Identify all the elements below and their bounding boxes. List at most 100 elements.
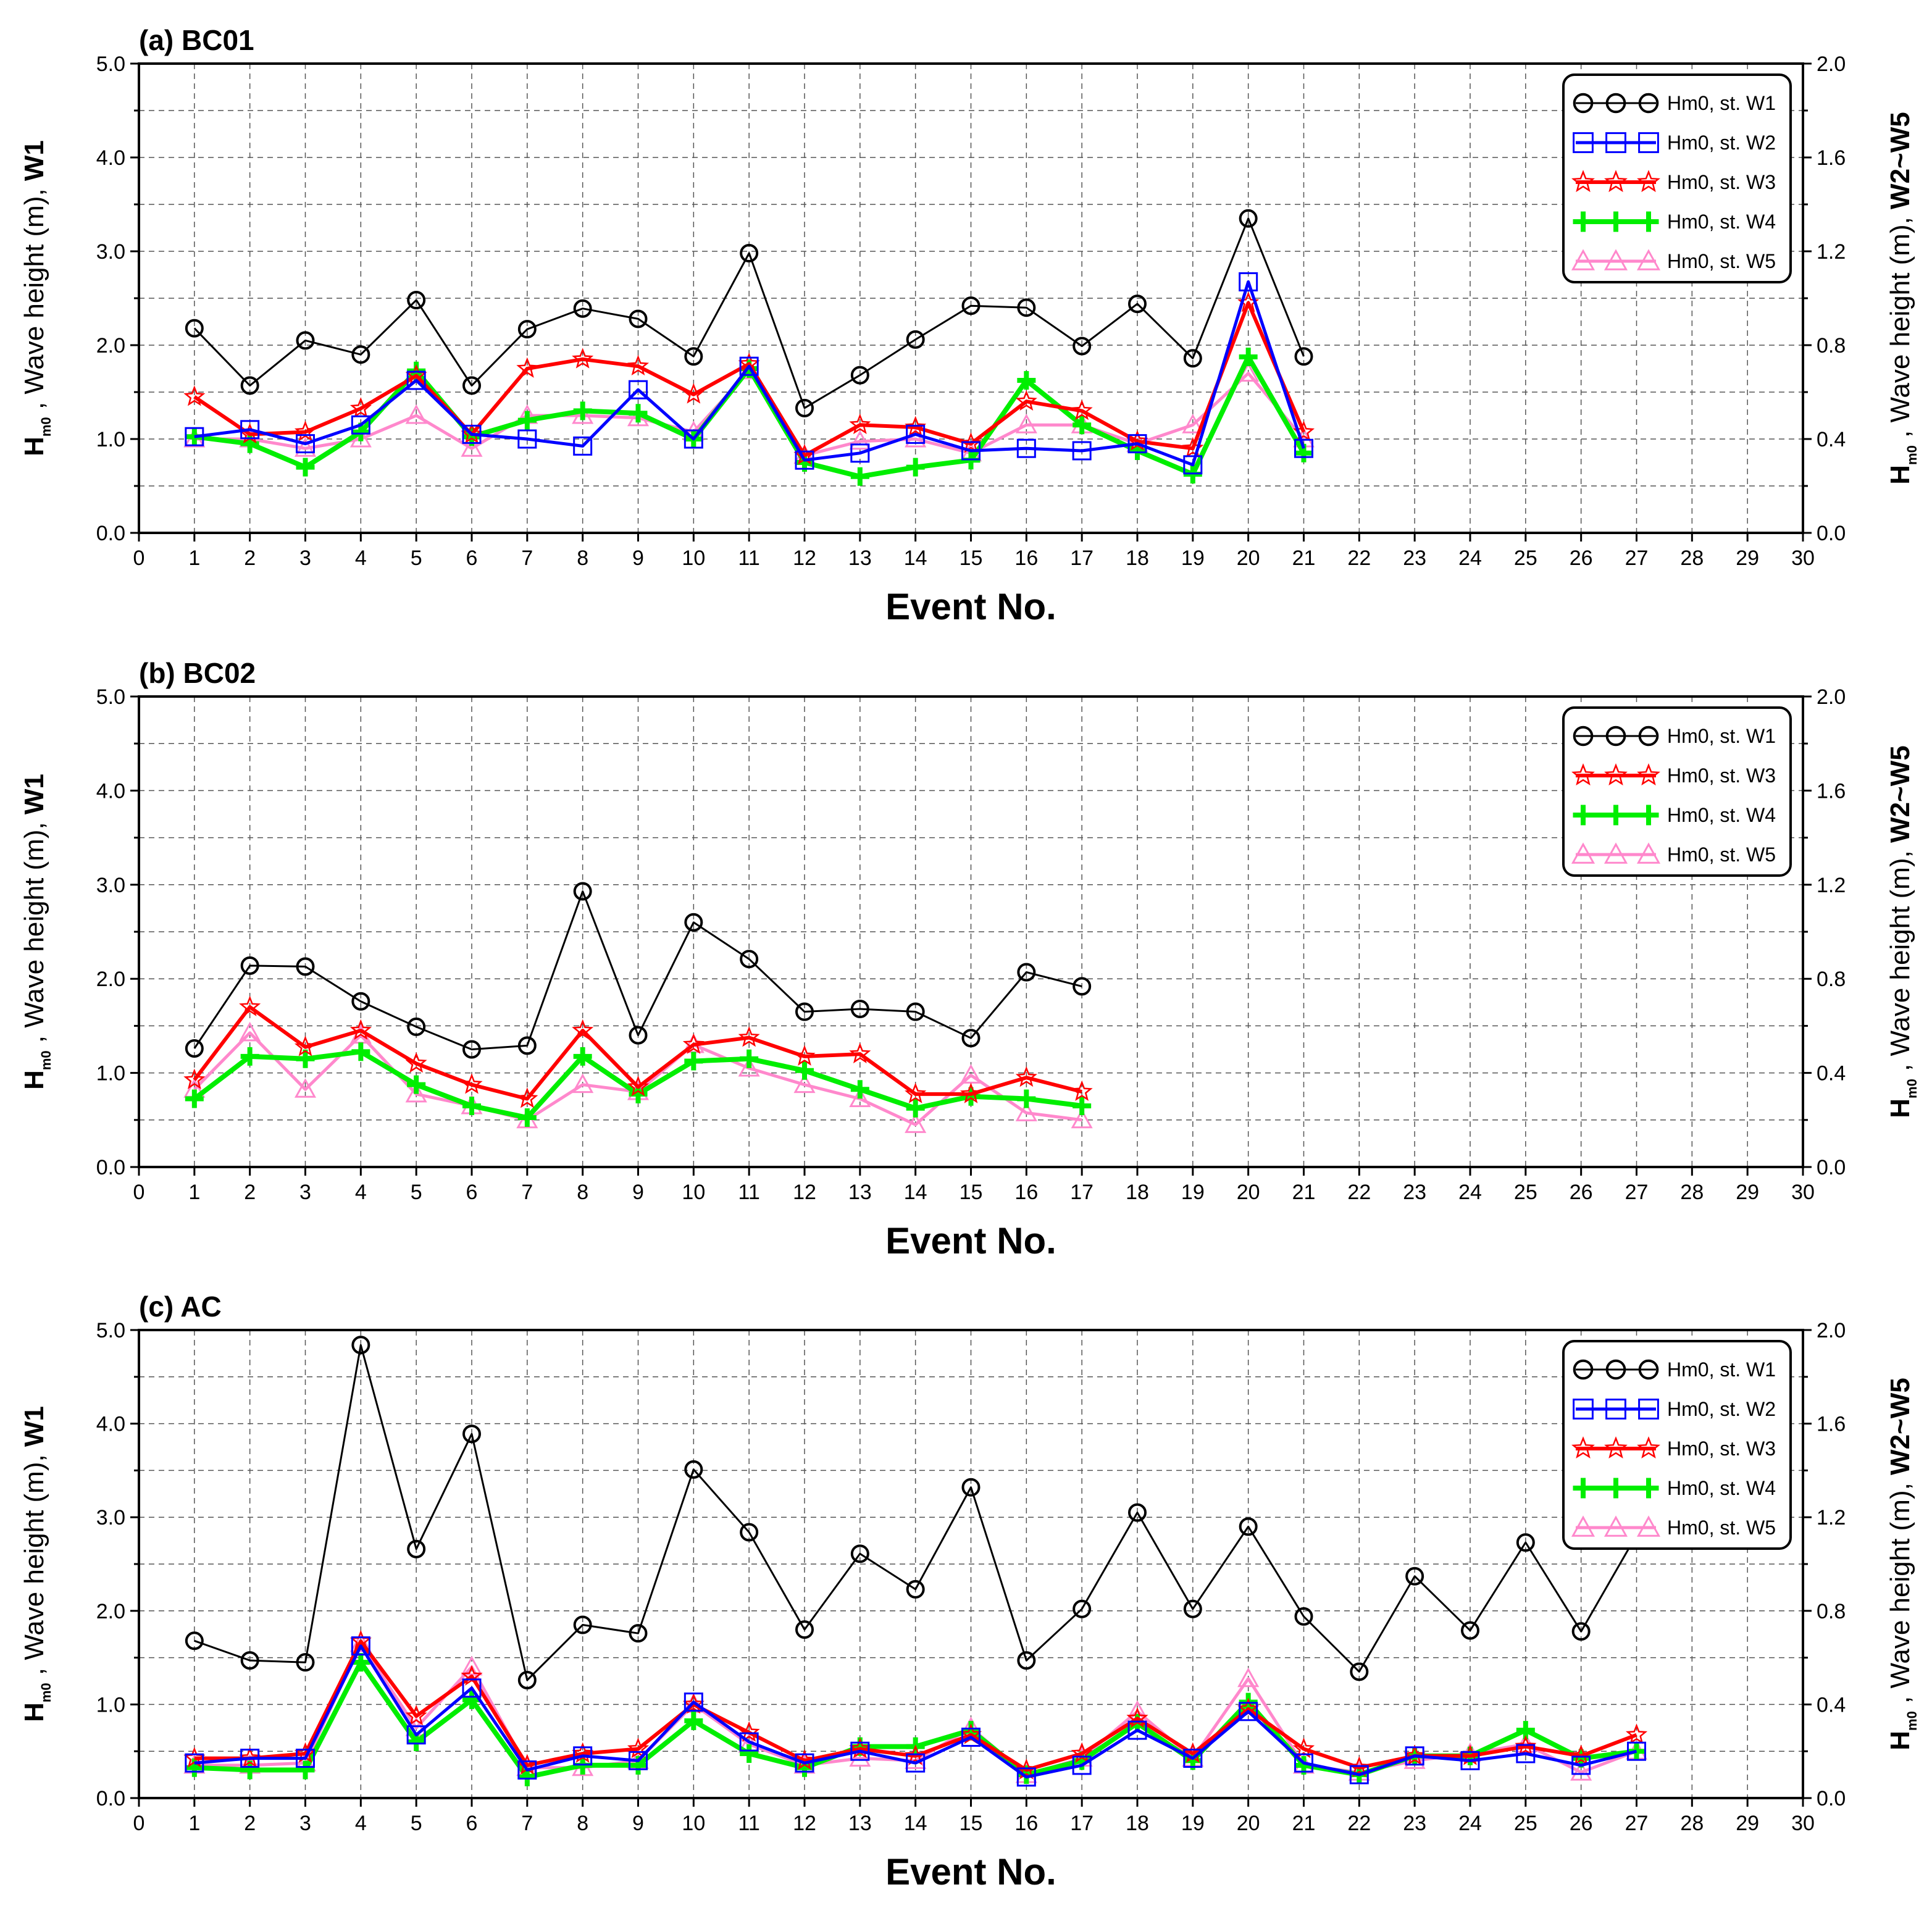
y-right-axis-label: Hm0 , Wave height (m), W2~W5 bbox=[1885, 745, 1920, 1118]
legend-entry: Hm0, st. W3 bbox=[1571, 170, 1776, 193]
data-point-w1 bbox=[1461, 1621, 1479, 1640]
legend-label: Hm0, st. W2 bbox=[1667, 1398, 1776, 1420]
series-line-w2 bbox=[194, 280, 1305, 467]
x-tick-label: 18 bbox=[1126, 546, 1149, 570]
x-tick-label: 22 bbox=[1347, 1812, 1371, 1835]
data-point-w1 bbox=[407, 1017, 426, 1036]
data-point-w3 bbox=[1348, 1756, 1370, 1777]
data-point-w1 bbox=[1516, 1533, 1535, 1552]
data-point-w3 bbox=[1570, 1744, 1592, 1765]
data-point-w4 bbox=[296, 458, 315, 477]
y-left-tick-label: 4.0 bbox=[96, 779, 125, 803]
data-point-w2 bbox=[906, 424, 926, 444]
data-point-w4 bbox=[906, 458, 925, 477]
data-point-w3 bbox=[627, 354, 650, 376]
legend-label: Hm0, st. W5 bbox=[1667, 843, 1776, 866]
data-point-w3 bbox=[905, 1744, 927, 1765]
x-tick-label: 16 bbox=[1014, 546, 1038, 570]
data-point-w5 bbox=[239, 1021, 261, 1042]
data-point-w3 bbox=[682, 1033, 705, 1054]
y-right-tick-label: 0.0 bbox=[1817, 522, 1846, 545]
x-tick-label: 16 bbox=[1014, 1181, 1038, 1204]
x-tick-label: 26 bbox=[1570, 1812, 1593, 1835]
data-point-w3 bbox=[960, 1082, 982, 1103]
y-left-label-sub: m0 bbox=[38, 1683, 54, 1702]
data-point-w2 bbox=[406, 370, 426, 390]
legend-label: Hm0, st. W3 bbox=[1667, 764, 1776, 787]
series-w1 bbox=[185, 209, 1313, 417]
x-tick-label: 1 bbox=[188, 1812, 200, 1835]
data-point-w2 bbox=[1460, 1751, 1480, 1770]
data-point-w2 bbox=[795, 450, 814, 470]
legend-entry: Hm0, st. W1 bbox=[1573, 725, 1776, 747]
legend-marker-w3 bbox=[1637, 1436, 1660, 1459]
data-point-w1 bbox=[351, 345, 370, 364]
x-tick-label: 24 bbox=[1458, 1181, 1482, 1204]
x-tick-label: 7 bbox=[521, 1812, 533, 1835]
legend-marker-w4 bbox=[1638, 211, 1659, 232]
x-tick-label: 19 bbox=[1181, 546, 1205, 570]
legend-marker-w5 bbox=[1636, 249, 1661, 270]
data-point-w4 bbox=[1017, 1089, 1036, 1108]
data-point-w3 bbox=[572, 348, 594, 369]
data-point-w4 bbox=[573, 401, 592, 420]
legend-marker-w4 bbox=[1638, 805, 1659, 826]
y-right-tick-label: 1.2 bbox=[1817, 240, 1846, 264]
y-left-tick-label: 0.0 bbox=[96, 1787, 125, 1810]
data-point-w1 bbox=[795, 1002, 814, 1021]
data-point-w2 bbox=[517, 429, 537, 449]
legend-marker-w5 bbox=[1604, 1515, 1628, 1537]
data-point-w2 bbox=[795, 1753, 814, 1773]
x-tick-label: 8 bbox=[577, 1812, 588, 1835]
x-tick-label: 13 bbox=[848, 1812, 872, 1835]
x-tick-label: 13 bbox=[848, 1181, 872, 1204]
data-point-w1 bbox=[1183, 1599, 1202, 1618]
data-point-w2 bbox=[240, 420, 260, 440]
y-left-label-base: H bbox=[19, 1702, 49, 1722]
data-point-w2 bbox=[961, 441, 981, 461]
data-point-w2 bbox=[629, 380, 648, 400]
legend-marker-w4 bbox=[1605, 1478, 1626, 1499]
x-tick-label: 26 bbox=[1570, 546, 1593, 570]
y-right-tick-label: 2.0 bbox=[1817, 685, 1846, 709]
chart-panel: 0 1 2 3 4 5 6 7 8 9 10 11 12 13 14 15 16 17 18 19 20 21 22 23 24… bbox=[19, 1291, 1920, 1893]
data-point-w2 bbox=[185, 1753, 204, 1773]
data-point-w1 bbox=[1073, 977, 1092, 996]
legend-label: Hm0, st. W2 bbox=[1667, 132, 1776, 154]
x-tick-label: 0 bbox=[133, 1181, 145, 1204]
data-point-w1 bbox=[573, 299, 592, 318]
legend-marker-w1 bbox=[1638, 93, 1659, 114]
data-point-w3 bbox=[1126, 1707, 1148, 1728]
x-tick-label: 10 bbox=[682, 1812, 705, 1835]
x-tick-label: 4 bbox=[355, 1181, 367, 1204]
data-point-w3 bbox=[738, 1026, 760, 1047]
y-left-tick-label: 4.0 bbox=[96, 1413, 125, 1436]
series-w1 bbox=[185, 1336, 1646, 1689]
data-point-w4 bbox=[961, 1087, 981, 1106]
data-point-w4 bbox=[1017, 371, 1036, 390]
data-point-w2 bbox=[462, 1678, 482, 1698]
legend-marker-w2 bbox=[1605, 1399, 1626, 1420]
data-point-w3 bbox=[849, 1737, 871, 1759]
data-point-w3 bbox=[682, 1693, 705, 1714]
y-left-tick-label: 3.0 bbox=[96, 874, 125, 897]
x-tick-label: 30 bbox=[1791, 1812, 1815, 1835]
data-point-w1 bbox=[240, 376, 259, 395]
data-point-w1 bbox=[1350, 1662, 1369, 1681]
legend-marker-w2 bbox=[1638, 132, 1659, 153]
data-point-w1 bbox=[961, 1029, 981, 1048]
data-point-w3 bbox=[572, 1742, 594, 1763]
data-point-w1 bbox=[240, 956, 259, 975]
data-point-w4 bbox=[517, 1108, 537, 1127]
y-left-tick-label: 5.0 bbox=[96, 685, 125, 709]
y-left-tick-label: 2.0 bbox=[96, 334, 125, 358]
data-point-w2 bbox=[739, 1732, 759, 1752]
x-tick-label: 2 bbox=[244, 546, 256, 570]
data-point-w3 bbox=[1071, 400, 1093, 420]
y-left-tick-label: 0.0 bbox=[96, 522, 125, 545]
data-point-w4 bbox=[240, 1047, 259, 1066]
data-point-w1 bbox=[351, 1336, 370, 1355]
x-tick-label: 0 bbox=[133, 1812, 145, 1835]
data-point-w2 bbox=[1072, 441, 1092, 461]
